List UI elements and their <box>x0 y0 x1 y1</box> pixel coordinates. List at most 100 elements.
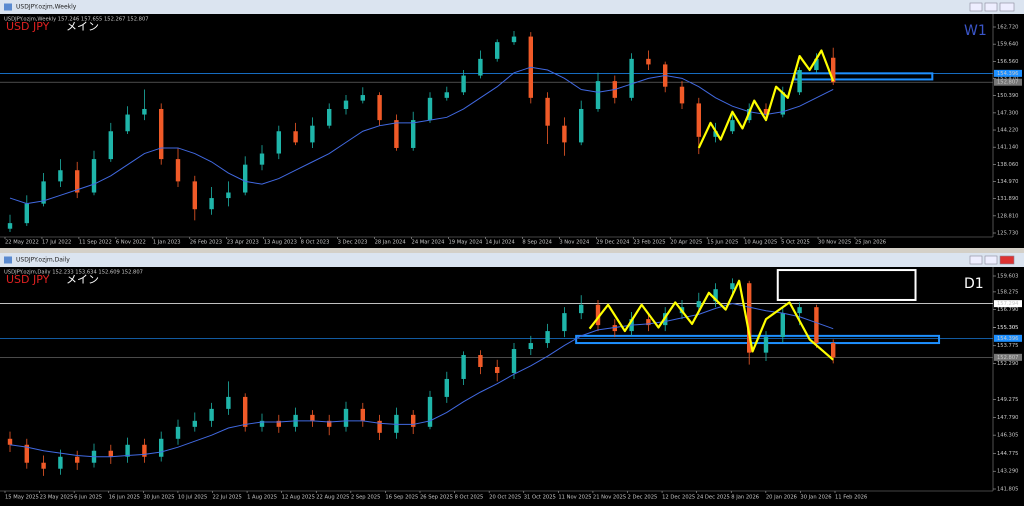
x-tick-label: 19 May 2024 <box>448 240 483 246</box>
candle-body <box>108 131 113 160</box>
main-label: メイン <box>66 273 99 286</box>
x-tick-label: 23 Apr 2023 <box>227 240 259 246</box>
candle-body <box>377 420 382 433</box>
y-tick-label: 153.775 <box>997 343 1018 349</box>
candle-body <box>327 420 332 427</box>
symbol-label: USD JPY <box>6 273 50 286</box>
y-tick-label: 155.305 <box>997 325 1018 331</box>
price-tag-label: 157.294 <box>997 301 1019 307</box>
candle-body <box>327 108 332 126</box>
price-tag-label: 152.807 <box>997 80 1018 86</box>
x-tick-label: 8 Oct 2023 <box>301 240 330 246</box>
candle-body <box>192 181 197 210</box>
x-tick-label: 11 Feb 2026 <box>835 495 867 501</box>
window-title: USDJPY.ozjm,Daily <box>16 257 70 264</box>
x-tick-label: 10 Aug 2025 <box>744 240 777 246</box>
candle-body <box>360 95 365 101</box>
y-tick-label: 141.140 <box>997 145 1018 151</box>
close-button[interactable] <box>999 255 1015 265</box>
candle-body <box>646 58 651 65</box>
candle-body <box>595 304 601 326</box>
x-tick-label: 20 Jan 2026 <box>766 495 797 501</box>
zigzag-line <box>588 279 834 361</box>
candle-body <box>310 125 315 143</box>
x-tick-label: 23 Feb 2025 <box>633 240 665 246</box>
close-button[interactable] <box>999 2 1015 12</box>
restore-button[interactable] <box>984 2 998 12</box>
y-tick-label: 156.560 <box>997 59 1018 65</box>
x-tick-label: 22 Jul 2025 <box>213 495 242 501</box>
candle-body <box>209 408 214 421</box>
candle-body <box>495 42 500 59</box>
y-tick-label: 128.810 <box>997 213 1018 219</box>
candle-body <box>7 438 13 445</box>
candle-body <box>713 289 718 302</box>
x-tick-label: 11 Sep 2022 <box>79 240 112 246</box>
candle-body <box>343 100 349 109</box>
window-icon <box>4 3 12 11</box>
candle-body <box>747 283 752 353</box>
candle-body <box>142 108 147 115</box>
symbol-label: USD JPY <box>6 20 50 33</box>
candle-body <box>276 131 281 154</box>
candle-body <box>646 319 651 326</box>
candle-body <box>58 170 63 182</box>
y-tick-label: 146.305 <box>997 433 1018 439</box>
candle-body <box>125 114 130 132</box>
x-tick-label: 31 Oct 2025 <box>524 495 556 501</box>
candle-body <box>444 92 449 98</box>
chart-panel <box>0 267 1024 506</box>
x-tick-label: 20 Apr 2025 <box>670 240 702 246</box>
candle-body <box>75 170 80 193</box>
x-tick-label: 8 Oct 2025 <box>455 495 484 501</box>
candle-body <box>713 131 718 137</box>
title-bar <box>0 253 1024 267</box>
x-tick-label: 20 Oct 2025 <box>489 495 521 501</box>
y-tick-label: 138.060 <box>997 162 1018 168</box>
candle-body <box>730 283 735 290</box>
candle-body <box>394 120 399 148</box>
price-tag <box>994 69 1022 77</box>
x-tick-label: 3 Dec 2023 <box>338 240 368 246</box>
candle-body <box>696 103 701 137</box>
title-bar <box>0 0 1024 14</box>
x-tick-label: 30 Jan 2026 <box>800 495 831 501</box>
minimize-button[interactable] <box>969 2 983 12</box>
candle-body <box>7 223 13 229</box>
candle-body <box>243 396 248 427</box>
candle-body <box>461 355 466 379</box>
zone <box>776 269 917 301</box>
candle-body <box>797 69 802 93</box>
candle-body <box>411 414 416 427</box>
candle-body <box>41 181 46 204</box>
candle-body <box>343 408 349 427</box>
x-tick-label: 8 Sep 2024 <box>522 240 552 246</box>
candle-body <box>276 420 281 427</box>
plot <box>0 269 993 476</box>
minimize-button[interactable] <box>969 255 983 265</box>
candle-body <box>562 313 567 332</box>
x-tick-label: 26 Sep 2025 <box>420 495 453 501</box>
x-tick-label: 11 Nov 2025 <box>558 495 591 501</box>
y-tick-label: 149.275 <box>997 397 1018 403</box>
candle-body <box>679 86 685 104</box>
candle-body <box>175 426 181 439</box>
y-tick-label: 141.805 <box>997 487 1018 493</box>
x-tick-label: 24 Dec 2025 <box>697 495 730 501</box>
x-tick-label: 15 Jun 2025 <box>707 240 738 246</box>
window-title: USDJPY.ozjm,Weekly <box>16 4 77 11</box>
x-tick-label: 12 Aug 2025 <box>282 495 315 501</box>
candle-body <box>763 337 769 353</box>
candle-body <box>310 414 315 421</box>
candle-body <box>831 343 836 358</box>
candle-body <box>24 444 29 463</box>
candle-body <box>814 307 819 344</box>
x-tick-label: 25 Jan 2026 <box>855 240 886 246</box>
candle-body <box>377 95 382 121</box>
x-tick-label: 30 Nov 2025 <box>818 240 851 246</box>
candle-body <box>159 438 164 457</box>
candle-body <box>511 36 517 43</box>
candle-body <box>259 153 265 165</box>
x-tick-label: 16 Sep 2025 <box>385 495 418 501</box>
restore-button[interactable] <box>984 255 998 265</box>
